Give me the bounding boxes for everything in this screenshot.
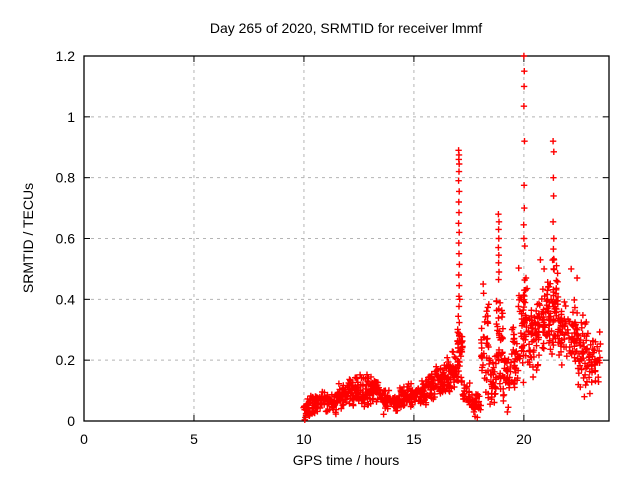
y-axis-label: SRMTID / TECUs	[20, 183, 36, 293]
x-tick-label: 20	[516, 431, 532, 447]
y-tick-label: 0.2	[56, 352, 76, 368]
x-axis-label: GPS time / hours	[293, 452, 400, 468]
tick-labels: 0 5 10 15 20 0 0.2 0.4 0.6 0.8 1 1.2	[56, 48, 532, 447]
chart-title: Day 265 of 2020, SRMTID for receiver lmm…	[210, 20, 482, 36]
y-tick-label: 0.4	[56, 291, 76, 307]
plot-frame	[83, 55, 610, 422]
x-tick-label: 15	[406, 431, 422, 447]
x-tick-label: 0	[80, 431, 88, 447]
data-points-path	[300, 52, 604, 423]
data-points	[300, 52, 604, 423]
y-tick-label: 1.2	[56, 48, 76, 64]
y-tick-label: 1	[67, 109, 75, 125]
y-tick-label: 0.8	[56, 170, 76, 186]
x-tick-label: 10	[296, 431, 312, 447]
y-tick-label: 0.6	[56, 231, 76, 247]
x-tick-label: 5	[190, 431, 198, 447]
y-tick-label: 0	[67, 413, 75, 429]
